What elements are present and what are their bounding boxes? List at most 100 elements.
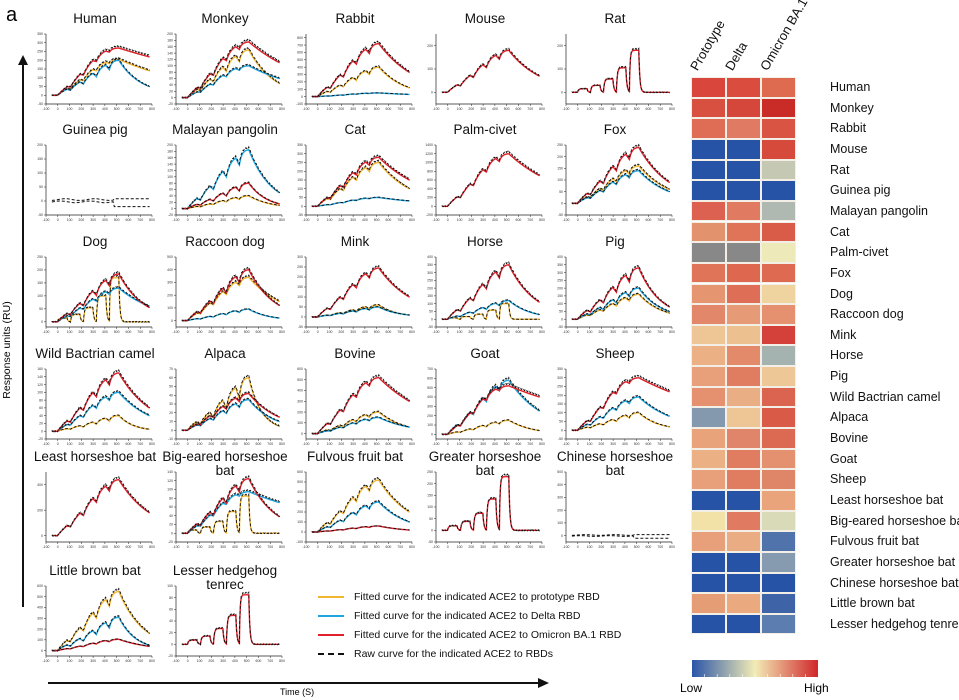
heatmap-cell xyxy=(761,386,796,408)
y-tick-label: 200 xyxy=(297,275,303,279)
x-tick-label: 600 xyxy=(126,330,132,334)
x-tick-label: 500 xyxy=(374,330,380,334)
x-tick-label: 0 xyxy=(187,218,189,222)
y-tick-label: 120 xyxy=(37,383,43,387)
heatmap-cell xyxy=(761,77,796,98)
omicron-fitted-curve xyxy=(441,476,540,532)
y-tick-label: 300 xyxy=(427,405,433,409)
heatmap-cell xyxy=(726,138,761,160)
delta-raw-curve xyxy=(311,305,410,318)
panel-plot: -50 0 50 100 150 200 -100 0 100 200 300 400 500 600 70… xyxy=(37,143,155,222)
delta-raw-curve xyxy=(311,499,410,533)
heatmap-cell xyxy=(726,324,761,346)
heatmap-cell xyxy=(761,304,796,325)
x-tick-label: 0 xyxy=(317,330,319,334)
y-tick-label: 200 xyxy=(557,286,563,290)
x-tick-label: 100 xyxy=(197,545,203,549)
x-tick-label: 100 xyxy=(197,442,203,446)
heatmap-cell xyxy=(691,490,726,511)
heatmap-cell xyxy=(691,407,726,428)
panel-title: Malayan pangolin xyxy=(172,122,278,137)
y-tick-label: 200 xyxy=(37,143,43,147)
panel-plot: 0 100 200 -100 0 100 200 300 400 500 600 700 800 xyxy=(557,34,675,111)
x-tick-label: 400 xyxy=(622,330,628,334)
x-tick-label: 200 xyxy=(78,659,84,663)
x-tick-label: 0 xyxy=(317,107,319,111)
x-tick-label: 100 xyxy=(587,442,593,446)
y-tick-label: 150 xyxy=(557,167,563,171)
panel-plot: 0 100 200 300 400 500 -100 0 100 200 300 400 500 600 7… xyxy=(167,255,285,334)
x-tick-label: 200 xyxy=(78,545,84,549)
y-tick-label: 400 xyxy=(427,187,433,191)
omicron-raw-curve xyxy=(441,473,541,532)
prototype-raw-curve xyxy=(311,159,410,208)
delta-raw-curve xyxy=(311,92,410,98)
panel-title: Guinea pig xyxy=(62,122,128,137)
panel-title: Dog xyxy=(82,234,108,249)
y-axis-arrow xyxy=(18,55,28,607)
delta-fitted-curve xyxy=(51,59,150,96)
omicron-raw-curve xyxy=(311,40,410,98)
prototype-fitted-curve xyxy=(181,276,280,322)
y-tick-label: 0 xyxy=(301,204,303,208)
heatmap-cell xyxy=(691,138,726,160)
y-tick-label: 50 xyxy=(559,190,563,194)
panel-plot: 0 100 200 300 400 500 600 -100 0 100 200 300 400 500 6… xyxy=(297,367,415,446)
legend-swatch xyxy=(318,634,344,636)
prototype-fitted-curve xyxy=(571,165,670,204)
legend-item-omicron: Fitted curve for the indicated ACE2 to O… xyxy=(318,629,621,641)
heatmap-cell xyxy=(691,159,726,181)
x-tick-label: 500 xyxy=(244,330,250,334)
x-tick-label: 100 xyxy=(67,442,73,446)
panel-plot: -20 0 20 40 60 80 100 120 140 160 180 200 -100 0 100 20… xyxy=(167,32,285,111)
x-tick-label: 0 xyxy=(187,330,189,334)
panel-plot: -50 0 50 100 150 200 250 300 350 400 -100 0 100 200 30… xyxy=(557,255,675,334)
heatmap-cell xyxy=(761,283,796,305)
x-tick-label: 0 xyxy=(577,107,579,111)
x-tick-label: 100 xyxy=(327,218,333,222)
x-tick-label: -100 xyxy=(172,330,179,334)
prototype-raw-curve xyxy=(311,476,410,534)
heatmap-row-label: Guinea pig xyxy=(830,183,891,198)
omicron-raw-curve xyxy=(51,270,150,323)
panel-plot: -50 0 50 100 150 200 250 300 350 -100 0 100 200 300 40… xyxy=(297,143,415,222)
delta-fitted-curve xyxy=(571,396,670,431)
y-tick-label: -100 xyxy=(296,540,303,544)
y-tick-label: 60 xyxy=(39,406,43,410)
omicron-fitted-curve xyxy=(441,153,540,207)
y-tick-label: 500 xyxy=(37,595,43,599)
y-tick-label: 0 xyxy=(41,649,43,653)
x-tick-label: -100 xyxy=(432,442,439,446)
prototype-raw-curve xyxy=(441,302,540,320)
x-tick-label: 100 xyxy=(327,107,333,111)
y-tick-label: 0 xyxy=(561,534,563,538)
x-tick-label: -100 xyxy=(562,107,569,111)
y-tick-label: 50 xyxy=(559,310,563,314)
y-tick-label: 100 xyxy=(557,67,563,71)
heatmap-row-label: Palm-civet xyxy=(830,245,889,260)
legend-label: Fitted curve for the indicated ACE2 to D… xyxy=(354,610,581,622)
panel-title: Fox xyxy=(603,122,627,137)
x-tick-label: 100 xyxy=(67,107,73,111)
x-tick-label: 400 xyxy=(362,218,368,222)
prototype-raw-curve xyxy=(311,410,410,435)
x-tick-label: 300 xyxy=(610,330,616,334)
x-tick-label: 400 xyxy=(102,330,108,334)
x-tick-label: 200 xyxy=(468,442,474,446)
colorbar-low-label: Low xyxy=(680,681,703,695)
heatmap-cell xyxy=(761,200,796,222)
delta-fitted-curve xyxy=(571,170,670,204)
panel-title: Mink xyxy=(340,234,370,249)
x-tick-label: 200 xyxy=(468,107,474,111)
heatmap-row-label: Raccoon dog xyxy=(830,307,904,322)
y-tick-label: 140 xyxy=(167,51,173,55)
heatmap-cell xyxy=(761,490,796,511)
x-tick-label: 200 xyxy=(598,330,604,334)
delta-raw-curve xyxy=(181,63,280,99)
y-tick-label: 200 xyxy=(297,510,303,514)
x-tick-label: 300 xyxy=(220,659,226,663)
y-tick-label: 50 xyxy=(559,420,563,424)
x-tick-label: 200 xyxy=(338,330,344,334)
y-tick-label: 300 xyxy=(557,376,563,380)
x-tick-label: 800 xyxy=(409,107,415,111)
